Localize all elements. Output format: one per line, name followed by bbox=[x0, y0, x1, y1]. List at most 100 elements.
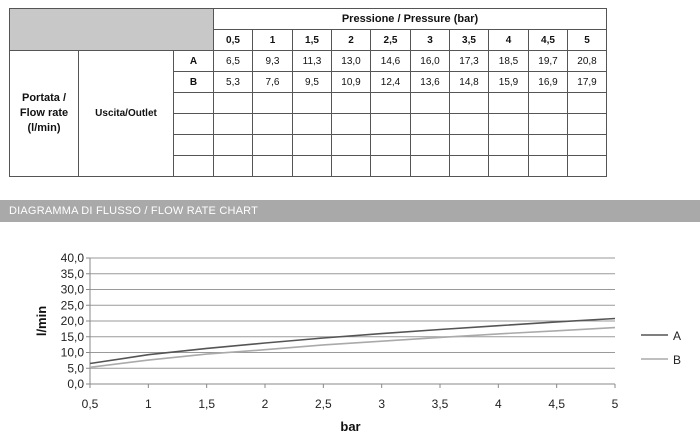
x-tick-label: 3,5 bbox=[432, 397, 449, 411]
legend-label-a: A bbox=[673, 329, 681, 343]
y-tick-label: 15,0 bbox=[61, 330, 85, 344]
y-tick-label: 25,0 bbox=[61, 298, 85, 312]
empty-cell bbox=[173, 113, 214, 135]
table-row bbox=[10, 155, 647, 177]
pressure-header-cell: 1 bbox=[252, 29, 293, 51]
flow-value-cell: 13,0 bbox=[331, 50, 371, 72]
pressure-title: Pressione / Pressure (bar) bbox=[213, 8, 607, 30]
legend-label-b: B bbox=[673, 353, 681, 367]
flow-value-cell: 16,0 bbox=[410, 50, 450, 72]
pressure-header-cell: 4 bbox=[488, 29, 529, 51]
empty-cell bbox=[528, 92, 568, 114]
pressure-header-cell: 2 bbox=[331, 29, 371, 51]
empty-cell bbox=[331, 92, 371, 114]
empty-cell bbox=[370, 155, 411, 177]
flow-value-cell: 17,3 bbox=[449, 50, 489, 72]
empty-cell bbox=[449, 113, 489, 135]
flow-value-cell: 19,7 bbox=[528, 50, 568, 72]
pressure-values-row: 0,5 1 1,5 2 2,5 3 3,5 4 4,5 5 bbox=[10, 29, 647, 51]
empty-cell bbox=[213, 92, 253, 114]
flow-value-cell: 14,6 bbox=[370, 50, 411, 72]
x-tick-label: 1 bbox=[145, 397, 152, 411]
portata-label: Portata / Flow rate (l/min) bbox=[9, 50, 79, 177]
empty-cell bbox=[370, 113, 411, 135]
flow-value-cell: 17,9 bbox=[567, 71, 607, 93]
y-tick-label: 30,0 bbox=[61, 283, 85, 297]
empty-cell bbox=[528, 113, 568, 135]
empty-cell bbox=[567, 113, 607, 135]
y-tick-label: 10,0 bbox=[61, 346, 85, 360]
empty-cell bbox=[292, 113, 332, 135]
empty-cell bbox=[488, 134, 529, 156]
outlet-row-label: A bbox=[173, 50, 214, 72]
table-row: Portata / Flow rate (l/min) Uscita/Outlet A 6… bbox=[9, 50, 647, 177]
empty-cell bbox=[567, 92, 607, 114]
empty-cell bbox=[213, 155, 253, 177]
flow-rate-table: Pressione / Pressure (bar) 0,5 1 1,5 2 2,5 3 3,… bbox=[9, 8, 647, 177]
pressure-header-cell: 5 bbox=[567, 29, 607, 51]
empty-cell bbox=[292, 155, 332, 177]
empty-cell bbox=[292, 92, 332, 114]
empty-cell bbox=[410, 134, 450, 156]
x-tick-label: 2,5 bbox=[315, 397, 332, 411]
x-tick-label: 4,5 bbox=[548, 397, 565, 411]
flow-value-cell: 15,9 bbox=[488, 71, 529, 93]
empty-cell bbox=[213, 113, 253, 135]
empty-cell bbox=[370, 92, 411, 114]
chart-banner-title: DIAGRAMMA DI FLUSSO / FLOW RATE CHART bbox=[9, 205, 259, 217]
x-tick-label: 0,5 bbox=[82, 397, 99, 411]
empty-cell bbox=[488, 92, 529, 114]
empty-cell bbox=[252, 134, 293, 156]
chart-banner: DIAGRAMMA DI FLUSSO / FLOW RATE CHART bbox=[0, 200, 700, 222]
x-tick-label: 4 bbox=[495, 397, 502, 411]
flow-value-cell: 20,8 bbox=[567, 50, 607, 72]
empty-cell bbox=[449, 134, 489, 156]
pressure-header-cell: 3,5 bbox=[449, 29, 489, 51]
pressure-header-cell: 0,5 bbox=[213, 29, 253, 51]
empty-cell bbox=[173, 155, 214, 177]
flow-value-cell: 18,5 bbox=[488, 50, 529, 72]
flow-value-cell: 16,9 bbox=[528, 71, 568, 93]
empty-cell bbox=[331, 113, 371, 135]
series-line-a bbox=[89, 317, 616, 365]
empty-cell bbox=[410, 92, 450, 114]
y-tick-label: 5,0 bbox=[67, 361, 84, 375]
empty-cell bbox=[331, 155, 371, 177]
empty-cell bbox=[567, 155, 607, 177]
flow-rate-chart: 0,0 5,010,0 15,0 20,0 25,030,0 35,0 40,0 0,5 1 1,… bbox=[34, 251, 681, 434]
empty-cell bbox=[488, 155, 529, 177]
flow-value-cell: 7,6 bbox=[252, 71, 293, 93]
flow-value-cell: 6,5 bbox=[213, 50, 253, 72]
flow-value-cell: 13,6 bbox=[410, 71, 450, 93]
empty-cell bbox=[528, 155, 568, 177]
outlet-label: Uscita/Outlet bbox=[78, 50, 174, 177]
flow-value-cell: 11,3 bbox=[292, 50, 332, 72]
empty-cell bbox=[252, 113, 293, 135]
empty-cell bbox=[528, 134, 568, 156]
empty-cell bbox=[331, 134, 371, 156]
empty-cell bbox=[252, 155, 293, 177]
empty-cell bbox=[488, 113, 529, 135]
pressure-header-cell: 4,5 bbox=[528, 29, 568, 51]
empty-cell bbox=[173, 134, 214, 156]
flow-value-cell: 10,9 bbox=[331, 71, 371, 93]
flow-value-cell: 5,3 bbox=[213, 71, 253, 93]
outlet-row-label: B bbox=[173, 71, 214, 93]
y-tick-label: 20,0 bbox=[61, 314, 85, 328]
x-tick-label: 2 bbox=[262, 397, 269, 411]
table-row bbox=[10, 113, 647, 135]
y-axis-title: l/min bbox=[34, 306, 49, 336]
table-header-row: Pressione / Pressure (bar) bbox=[9, 8, 647, 51]
pressure-header-cell: 2,5 bbox=[370, 29, 411, 51]
y-tick-label: 40,0 bbox=[61, 251, 85, 265]
table-corner-block bbox=[9, 8, 214, 51]
empty-cell bbox=[252, 92, 293, 114]
flow-value-cell: 9,3 bbox=[252, 50, 293, 72]
series-line-b bbox=[89, 326, 616, 369]
y-tick-label: 0,0 bbox=[67, 377, 84, 391]
empty-cell bbox=[410, 155, 450, 177]
table-row bbox=[10, 134, 647, 156]
x-tick-label: 3 bbox=[378, 397, 385, 411]
pressure-header-cell: 1,5 bbox=[292, 29, 332, 51]
flow-value-cell: 9,5 bbox=[292, 71, 332, 93]
